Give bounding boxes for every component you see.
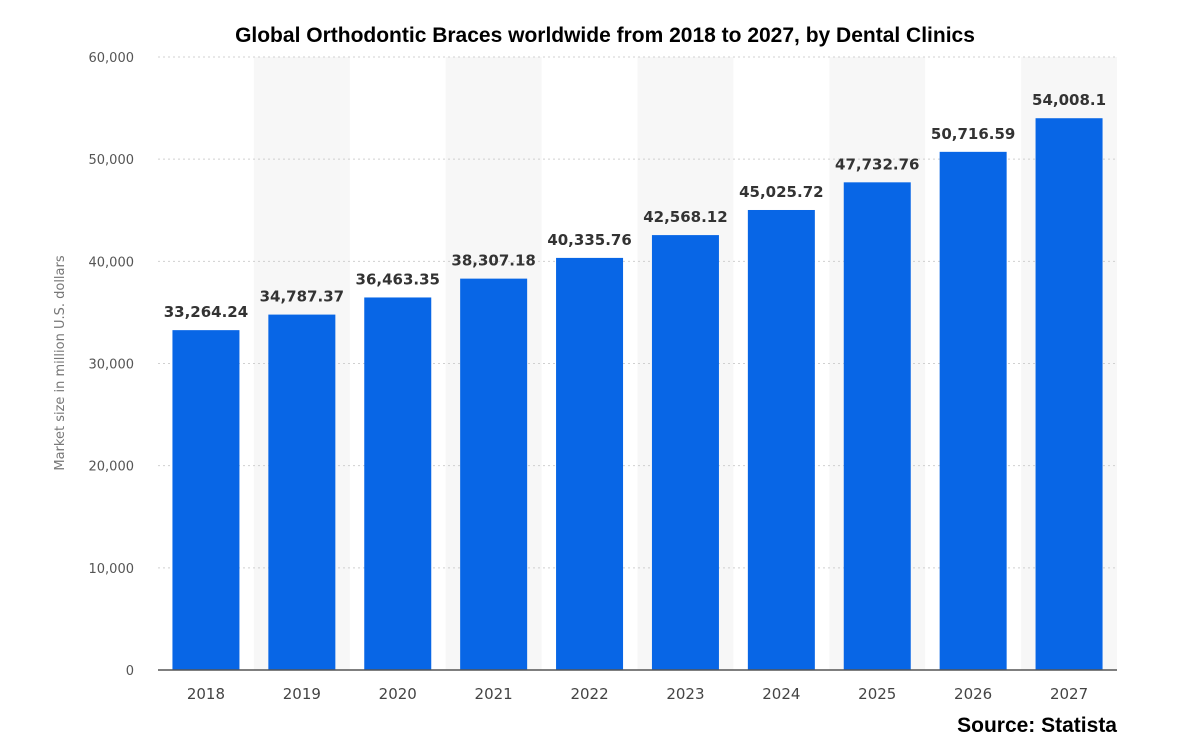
- bar: [939, 151, 1007, 670]
- x-tick-label: 2024: [762, 685, 800, 703]
- y-tick-label: 0: [126, 664, 134, 679]
- bar: [556, 257, 624, 670]
- bar: [172, 330, 240, 670]
- bar: [1035, 118, 1103, 671]
- bar: [364, 297, 432, 670]
- y-axis-ticks: 0 10,000 20,000 30,000 40,000 50,000 60,000: [89, 51, 135, 679]
- x-tick-label: 2026: [954, 685, 992, 703]
- x-tick-label: 2023: [666, 685, 704, 703]
- bar: [747, 209, 815, 670]
- data-label: 54,008.1: [1032, 91, 1106, 109]
- x-tick-label: 2018: [187, 685, 225, 703]
- data-label: 40,335.76: [547, 231, 631, 249]
- y-tick-label: 20,000: [89, 460, 135, 475]
- y-tick-label: 50,000: [89, 153, 135, 168]
- y-tick-label: 40,000: [89, 255, 135, 270]
- bar: [460, 278, 528, 670]
- data-label: 42,568.12: [643, 208, 727, 226]
- data-label: 45,025.72: [739, 183, 823, 201]
- bar: [843, 182, 911, 670]
- data-label: 33,264.24: [164, 303, 248, 321]
- x-tick-label: 2027: [1050, 685, 1088, 703]
- x-tick-label: 2022: [570, 685, 608, 703]
- data-label: 36,463.35: [356, 270, 440, 288]
- bar: [268, 314, 336, 670]
- data-label: 38,307.18: [451, 252, 535, 270]
- chart-title: Global Orthodontic Braces worldwide from…: [235, 24, 975, 47]
- x-tick-label: 2019: [283, 685, 321, 703]
- x-tick-label: 2021: [475, 685, 513, 703]
- data-label: 47,732.76: [835, 155, 919, 173]
- data-label: 34,787.37: [260, 288, 344, 306]
- source-note: Source: Statista: [957, 714, 1117, 737]
- x-tick-label: 2020: [379, 685, 417, 703]
- data-label: 50,716.59: [931, 125, 1015, 143]
- y-axis-label: Market size in million U.S. dollars: [53, 255, 68, 470]
- y-tick-label: 10,000: [89, 562, 135, 577]
- data-labels: 33,264.24 34,787.37 36,463.35 38,307.18 40,3…: [164, 91, 1106, 321]
- y-tick-label: 30,000: [89, 358, 135, 373]
- x-axis-ticks: 2018 2019 2020 2021 2022 2023 2024 2025 2026 2027: [187, 685, 1088, 703]
- y-tick-label: 60,000: [89, 51, 135, 66]
- bars: [172, 118, 1103, 671]
- x-tick-label: 2025: [858, 685, 896, 703]
- bar: [651, 235, 719, 670]
